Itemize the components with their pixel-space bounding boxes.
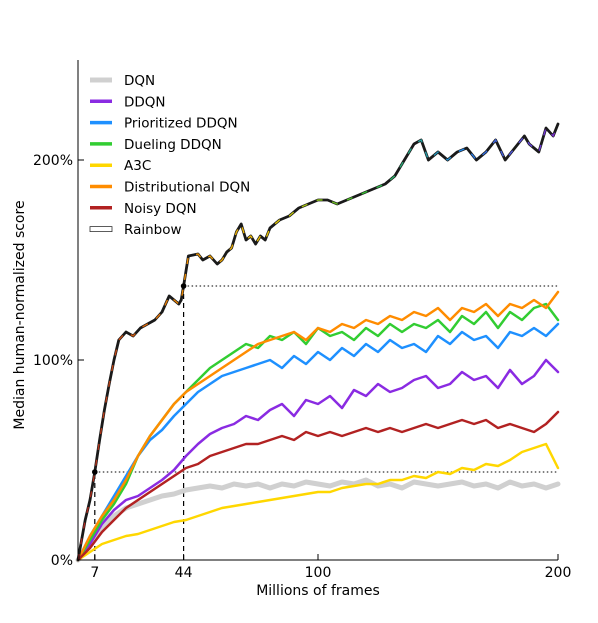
legend-item-ddqn: DDQN [90, 94, 166, 110]
marker-point [92, 469, 98, 475]
legend-item-dueling-ddqn: Dueling DDQN [90, 137, 222, 153]
y-tick-label: 100% [33, 353, 73, 369]
legend-label: Distributional DQN [124, 180, 250, 196]
legend-label: A3C [124, 158, 151, 174]
x-tick-label: 44 [175, 565, 193, 581]
legend-label: Dueling DDQN [124, 137, 222, 153]
x-axis-title: Millions of frames [256, 583, 380, 599]
series-lines [75, 122, 561, 563]
series-line-ddqn [76, 358, 560, 562]
legend-item-distributional-dqn: Distributional DQN [90, 180, 250, 196]
x-tick-label: 7 [90, 565, 99, 581]
y-tick-label: 200% [33, 153, 73, 169]
legend-label: DQN [124, 73, 155, 89]
legend: DQN DDQN Prioritized DDQN Dueling DDQN A3C Di… [89, 73, 250, 238]
legend-label: Noisy DQN [124, 201, 197, 217]
series-line-noisy-dqn [76, 410, 560, 562]
x-tick-label: 200 [545, 565, 572, 581]
x-tick-label: 100 [305, 565, 332, 581]
legend-label: Rainbow [124, 222, 182, 238]
legend-label: DDQN [124, 94, 166, 110]
series-line-a3c [76, 442, 560, 562]
markers [92, 283, 187, 475]
series-line-dqn [75, 477, 561, 563]
legend-item-prioritized-ddqn: Prioritized DDQN [90, 116, 238, 132]
series-line-distributional-dqn [76, 290, 560, 562]
series-line-dueling-ddqn [76, 302, 560, 562]
legend-item-rainbow: Rainbow [89, 222, 182, 238]
series-line-prioritized-ddqn [76, 322, 560, 562]
y-tick-label: 0% [51, 553, 73, 569]
legend-item-a3c: A3C [90, 158, 151, 174]
axes: 7 44 100 200 0% 100% 200% Millions of frames Med… [12, 60, 571, 599]
series-line-rainbow [76, 122, 560, 562]
legend-swatch-border [89, 226, 113, 233]
y-axis-title: Median human-normalized score [12, 200, 28, 429]
legend-item-noisy-dqn: Noisy DQN [90, 201, 197, 217]
legend-item-dqn: DQN [90, 73, 155, 89]
marker-point [180, 283, 187, 289]
legend-label: Prioritized DDQN [124, 116, 238, 132]
